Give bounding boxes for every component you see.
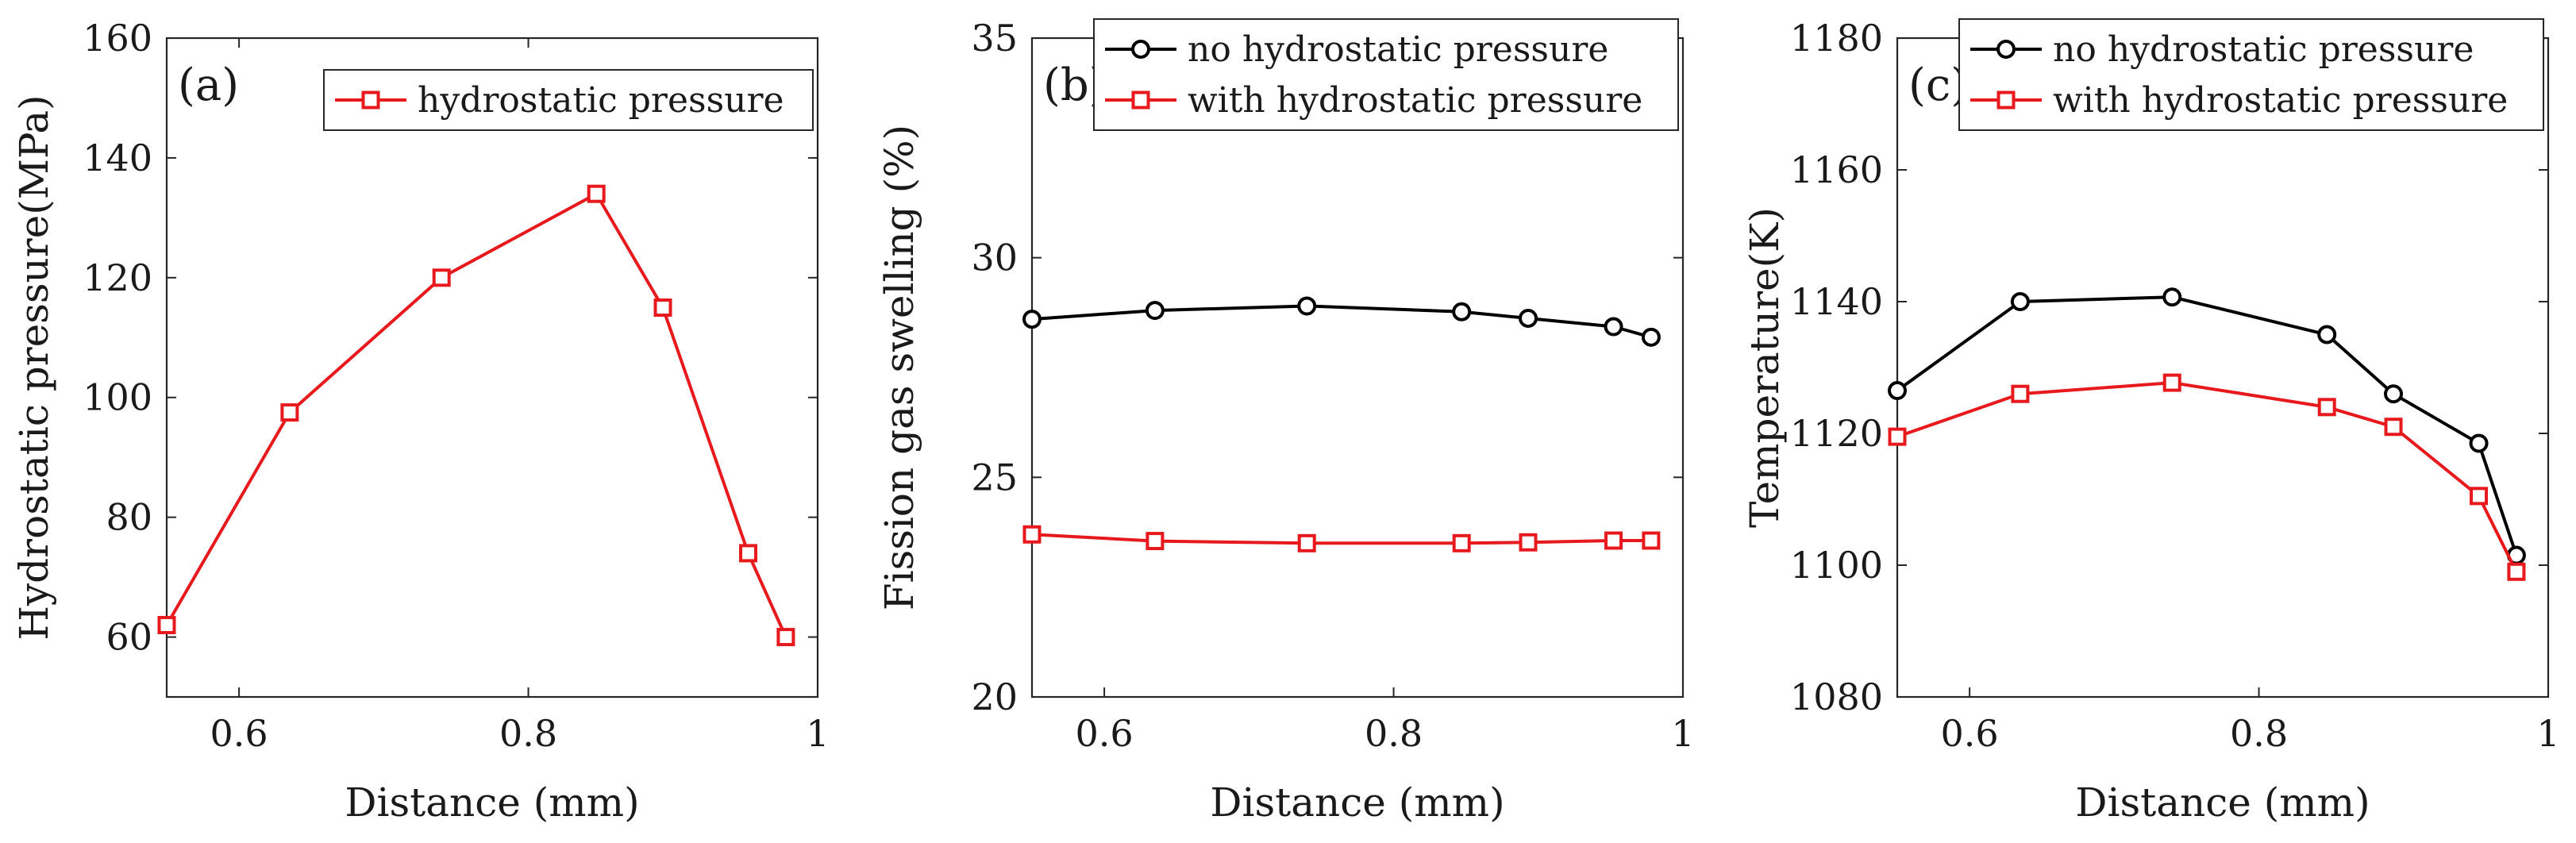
legend-label: hydrostatic pressure <box>418 80 784 121</box>
y-tick-label: 140 <box>83 137 152 179</box>
y-tick-label: 30 <box>971 237 1018 279</box>
data-point <box>1519 309 1538 329</box>
x-axis-label: Distance (mm) <box>1210 779 1504 826</box>
data-point <box>2010 292 2030 311</box>
series-2 <box>1888 373 2526 581</box>
x-tick-label: 0.6 <box>210 712 268 755</box>
legend: no hydrostatic pressure with hydrostatic … <box>1958 18 2544 131</box>
data-point <box>2162 287 2182 307</box>
panel-label: (c) <box>1908 60 1968 111</box>
data-point <box>1604 531 1623 550</box>
x-tick-label: 0.8 <box>2230 712 2288 755</box>
legend-label: with hydrostatic pressure <box>2053 80 2508 121</box>
data-point <box>2470 487 2489 506</box>
legend-marker <box>1996 40 2016 59</box>
data-point <box>1642 531 1661 550</box>
data-point <box>2507 562 2526 581</box>
series-1 <box>1022 296 1661 347</box>
y-tick-label: 1180 <box>1790 17 1883 60</box>
data-point <box>280 403 299 422</box>
series-line <box>165 192 787 638</box>
data-point <box>2162 373 2181 392</box>
data-point <box>2317 398 2336 417</box>
data-point <box>1145 301 1165 321</box>
panel-c: 0.6 0.8 1 1080 1100 1120 1140 1160 1180 Distance … <box>1742 17 2560 826</box>
y-axis-label: Fission gas swelling (%) <box>876 125 922 610</box>
y-tick-label: 1140 <box>1790 280 1883 323</box>
legend-marker <box>361 90 380 110</box>
data-point <box>739 544 758 563</box>
y-axis-label: Hydrostatic pressure(MPa) <box>11 94 57 640</box>
legend-marker <box>1996 90 2016 110</box>
legend-box <box>323 69 814 131</box>
x-tick-label: 1 <box>2536 712 2559 755</box>
data-point <box>653 298 672 318</box>
x-axis-label: Distance (mm) <box>2075 779 2370 826</box>
data-point <box>2011 384 2030 403</box>
legend-label: no hydrostatic pressure <box>1188 29 1608 70</box>
data-point <box>432 268 451 287</box>
axes-box <box>165 37 819 699</box>
y-tick-label: 1160 <box>1790 148 1883 191</box>
x-tick-label: 1 <box>806 712 829 755</box>
x-tick-label: 1 <box>1671 712 1694 755</box>
data-point <box>2384 384 2404 404</box>
data-point <box>776 628 795 647</box>
legend: no hydrostatic pressure with hydrostatic … <box>1093 18 1679 131</box>
panel-b: 0.6 0.8 1 20 25 30 35 Distance (mm) Fission gas … <box>876 17 1695 826</box>
data-point <box>1888 381 1907 401</box>
data-point <box>1641 327 1661 347</box>
y-tick-label: 80 <box>106 496 152 539</box>
legend-label: no hydrostatic pressure <box>2053 29 2474 70</box>
y-tick-label: 1120 <box>1790 412 1883 455</box>
axes-box <box>1030 37 1685 699</box>
series-1 <box>157 184 795 647</box>
series-1 <box>1888 287 2526 565</box>
legend-box <box>1958 18 2544 131</box>
y-tick-label: 120 <box>83 256 152 299</box>
x-tick-label: 0.8 <box>1365 712 1423 755</box>
data-point <box>1452 302 1472 321</box>
x-tick-label: 0.6 <box>1941 712 1999 755</box>
data-point <box>1519 533 1538 552</box>
y-tick-label: 1100 <box>1790 544 1883 587</box>
data-point <box>2317 325 2337 345</box>
y-tick-label: 1080 <box>1790 676 1883 718</box>
x-tick-label: 0.8 <box>499 712 557 755</box>
legend-marker <box>1131 40 1150 59</box>
axes-box <box>1896 37 2550 699</box>
series-line <box>1031 533 1651 545</box>
legend-marker <box>1131 90 1150 110</box>
x-axis-label: Distance (mm) <box>345 779 639 826</box>
series-2 <box>1022 525 1661 552</box>
data-point <box>1297 533 1316 552</box>
data-point <box>157 615 176 634</box>
data-point <box>1604 317 1623 337</box>
y-tick-label: 160 <box>83 17 152 60</box>
legend: hydrostatic pressure <box>323 69 814 131</box>
y-tick-label: 25 <box>971 456 1018 498</box>
legend-box <box>1093 18 1679 131</box>
y-tick-label: 60 <box>106 616 152 659</box>
data-point <box>2469 433 2489 453</box>
data-point <box>1452 533 1471 552</box>
y-tick-label: 100 <box>83 376 152 419</box>
y-tick-label: 35 <box>971 17 1018 60</box>
data-point <box>587 184 606 203</box>
series-line <box>1031 304 1652 339</box>
panel-label: (a) <box>178 60 239 111</box>
data-point <box>1146 532 1165 551</box>
y-tick-label: 20 <box>971 676 1018 718</box>
y-axis-label: Temperature(K) <box>1742 207 1788 528</box>
legend-label: with hydrostatic pressure <box>1188 80 1642 121</box>
data-point <box>1888 427 1907 446</box>
data-point <box>1022 310 1042 329</box>
x-tick-label: 0.6 <box>1076 712 1134 755</box>
series-line <box>1896 295 2518 556</box>
data-point <box>1297 296 1317 316</box>
data-point <box>2384 418 2403 437</box>
data-point <box>1022 525 1042 544</box>
